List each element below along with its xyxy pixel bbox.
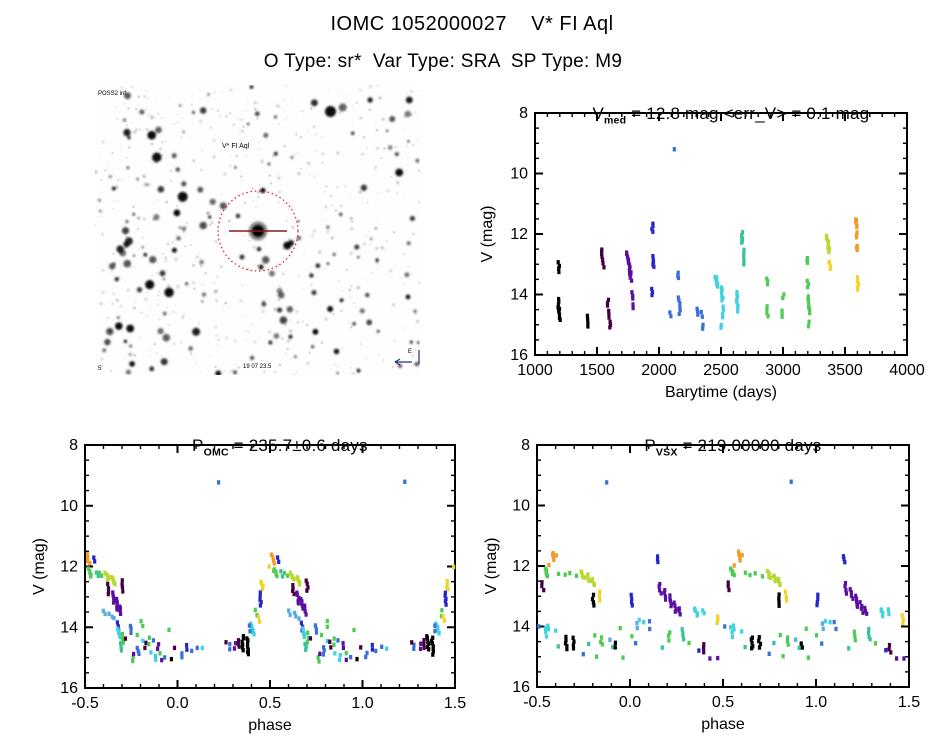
page-subtitle: O Type: sr* Var Type: SRA SP Type: M9: [263, 51, 623, 72]
page-title: IOMC 1052000027 V* FI Aql: [330, 13, 614, 35]
svg-text:V* FI Aql: V* FI Aql: [222, 143, 250, 150]
svg-text:5': 5': [98, 366, 102, 372]
svg-text:14: 14: [60, 619, 78, 636]
svg-text:3500: 3500: [827, 362, 863, 379]
svg-text:12: 12: [512, 558, 530, 575]
svg-text:12: 12: [510, 226, 528, 243]
svg-text:3000: 3000: [765, 362, 801, 379]
svg-text:V (mag): V (mag): [31, 538, 48, 595]
svg-text:1.0: 1.0: [805, 694, 827, 711]
svg-text:Barytime (days): Barytime (days): [665, 384, 777, 401]
svg-text:-0.5: -0.5: [71, 695, 99, 712]
finding-chart-image: V* FI Aql POSS2 inf 5' 19 07 23.5 E: [95, 85, 420, 375]
svg-text:phase: phase: [248, 717, 292, 734]
phase-vsx-plot: -0.5 0.0 0.5 1.0 1.5 8 10 12 14 16 phase V (mag): [483, 437, 920, 733]
svg-text:14: 14: [512, 619, 530, 636]
svg-text:19 07 23.5: 19 07 23.5: [243, 364, 272, 370]
svg-text:V (mag): V (mag): [483, 538, 500, 595]
svg-text:10: 10: [60, 498, 78, 515]
svg-text:0.0: 0.0: [166, 695, 188, 712]
svg-text:1.5: 1.5: [444, 695, 466, 712]
svg-text:phase: phase: [701, 716, 745, 733]
svg-text:8: 8: [519, 105, 528, 122]
svg-text:0.5: 0.5: [259, 695, 281, 712]
svg-text:E: E: [408, 349, 412, 355]
svg-text:-0.5: -0.5: [523, 694, 551, 711]
svg-text:POSS2 inf: POSS2 inf: [98, 91, 126, 97]
svg-text:12: 12: [60, 559, 78, 576]
svg-text:1500: 1500: [579, 362, 615, 379]
svg-text:2500: 2500: [703, 362, 739, 379]
phase-omc-plot: -0.5 0.0 0.5 1.0 1.5 8 10 12 14 16 phase V (mag): [31, 437, 466, 734]
svg-text:0.5: 0.5: [712, 694, 734, 711]
svg-text:16: 16: [510, 347, 528, 364]
svg-text:0.0: 0.0: [619, 694, 641, 711]
svg-text:14: 14: [510, 287, 528, 304]
svg-text:10: 10: [512, 498, 530, 515]
svg-text:8: 8: [521, 437, 530, 454]
timeseries-title-sub: med: [603, 114, 627, 127]
svg-text:16: 16: [512, 679, 530, 696]
svg-text:1.5: 1.5: [898, 694, 920, 711]
svg-text:16: 16: [60, 680, 78, 697]
svg-text:10: 10: [510, 166, 528, 183]
svg-text:1000: 1000: [517, 362, 553, 379]
svg-text:V (mag): V (mag): [479, 206, 496, 263]
svg-text:1.0: 1.0: [351, 695, 373, 712]
timeseries-plot: 1000 1500 2000 2500 3000 3500 4000 8 10 12 14 16 Bar…: [479, 105, 925, 401]
svg-text:8: 8: [69, 437, 78, 454]
phase-vsx-title-sub: VSX: [655, 446, 678, 459]
svg-text:2000: 2000: [641, 362, 677, 379]
svg-text:4000: 4000: [889, 362, 925, 379]
phase-omc-title-sub: OMC: [203, 446, 229, 459]
